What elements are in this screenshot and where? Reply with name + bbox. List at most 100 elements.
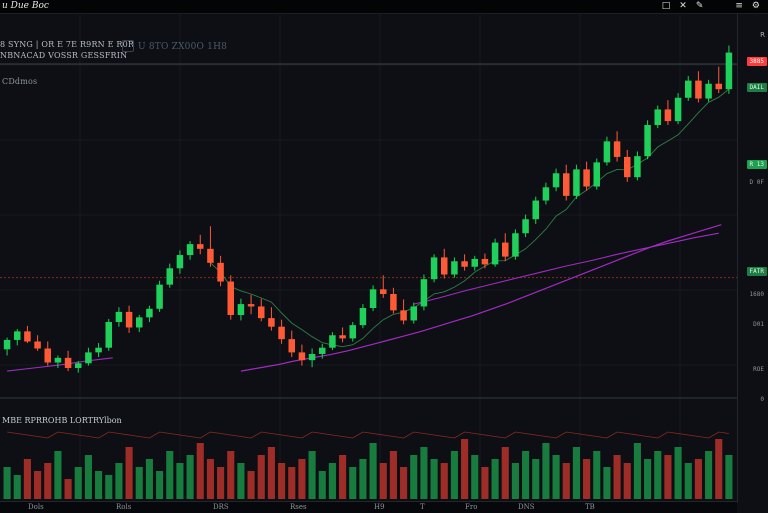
candle-body [146, 308, 153, 318]
time-label: Rses [290, 503, 307, 511]
volume-bar [115, 463, 123, 499]
candle-body [156, 284, 163, 309]
volume-bar [288, 467, 296, 499]
volume-bar [166, 451, 174, 499]
volume-bar [267, 447, 275, 499]
price-tag: D01 [753, 321, 764, 328]
candle-body [329, 335, 336, 348]
candle-body [603, 141, 611, 163]
volume-bar [349, 467, 357, 499]
price-tag: D 0F [749, 179, 764, 186]
candle-body [196, 244, 204, 249]
volume-bar [217, 467, 225, 499]
volume-bar [572, 447, 580, 499]
volume-bar [715, 439, 723, 499]
volume-bar [603, 467, 611, 499]
volume-bar [135, 467, 143, 499]
candle-body [278, 326, 285, 340]
volume-bar [74, 467, 82, 499]
volume-bar [379, 463, 387, 499]
price-axis[interactable]: R 3885 DAIL R 13 D 0F FATR 1680 D01 ROE 0 [737, 13, 768, 503]
candle-body [440, 257, 448, 275]
candle-body [430, 257, 438, 280]
time-label: H9 [374, 503, 385, 511]
candle-body [298, 352, 306, 361]
candle-body [105, 322, 113, 348]
candle-body [237, 304, 245, 316]
candle-body [725, 52, 733, 90]
volume-bar [725, 455, 733, 499]
volume-bar [583, 459, 591, 499]
volume-bar [34, 471, 42, 499]
panel-toggle-button[interactable] [122, 40, 134, 52]
volume-bar [237, 463, 245, 499]
candle-body [176, 255, 184, 269]
volume-bar [95, 471, 103, 499]
time-label: Rols [116, 503, 132, 511]
time-axis[interactable]: Dols Rols DRS Rses H9 T Fro DNS TB [0, 501, 737, 513]
candle-body [359, 308, 367, 326]
ma-line-mid [413, 232, 719, 305]
volume-bar [471, 455, 479, 499]
price-tag: DAIL [746, 83, 767, 92]
volume-bar [339, 455, 347, 499]
candle-body [552, 173, 560, 188]
volume-bar [278, 463, 286, 499]
volume-bar [491, 459, 499, 499]
volume-bar [64, 479, 72, 499]
volume-bar [227, 451, 235, 499]
volume-bar [176, 463, 184, 499]
volume-bar [511, 463, 519, 499]
price-tag: 1680 [749, 291, 764, 298]
volume-bar [105, 475, 113, 499]
volume-bar [664, 455, 672, 499]
candle-body [95, 347, 102, 353]
volume-bar [522, 451, 530, 499]
candle-body [400, 310, 407, 321]
ma-line-long [240, 224, 722, 372]
price-axis-top: R [760, 31, 765, 39]
close-icon[interactable]: ✕ [679, 1, 687, 11]
volume-bar [644, 459, 652, 499]
candle-body [674, 97, 682, 122]
candle-body [583, 169, 590, 187]
candle-body [3, 339, 11, 350]
volume-bar [694, 459, 702, 499]
settings-icon[interactable]: ⚙ [751, 1, 760, 11]
candle-body [451, 261, 458, 275]
volume-bar [3, 467, 11, 499]
volume-ma-line [7, 431, 729, 439]
volume-bar [400, 467, 408, 499]
time-label: TB [585, 503, 595, 511]
volume-bar [359, 459, 367, 499]
candle-body [522, 219, 529, 234]
candle-body [684, 80, 692, 98]
candle-body [74, 363, 82, 368]
candle-body [349, 325, 357, 339]
candle-body [471, 258, 479, 267]
ruler-icon[interactable]: ≡ [735, 1, 743, 11]
volume-bar [318, 471, 326, 499]
candle-body [634, 156, 641, 178]
app-title: u Due Boc [2, 1, 49, 11]
candle-body [339, 335, 346, 339]
candle-body [379, 289, 387, 294]
candle-body [166, 268, 174, 285]
volume-bar [125, 447, 133, 499]
volume-bar [532, 459, 540, 499]
volume-bar [156, 471, 164, 499]
candle-body [654, 109, 662, 126]
volume-bar [654, 451, 662, 499]
pen-icon[interactable]: ✎ [695, 1, 704, 11]
candle-body [308, 353, 316, 361]
document-icon[interactable]: □ [661, 1, 671, 11]
volume-bar [552, 455, 560, 499]
candle-body [491, 242, 499, 265]
volume-bar [633, 443, 641, 499]
candle-body [562, 173, 570, 196]
time-label: DNS [518, 503, 535, 511]
volume-bar [623, 463, 631, 499]
ma-line-start [7, 357, 113, 372]
candle-body [644, 125, 651, 157]
